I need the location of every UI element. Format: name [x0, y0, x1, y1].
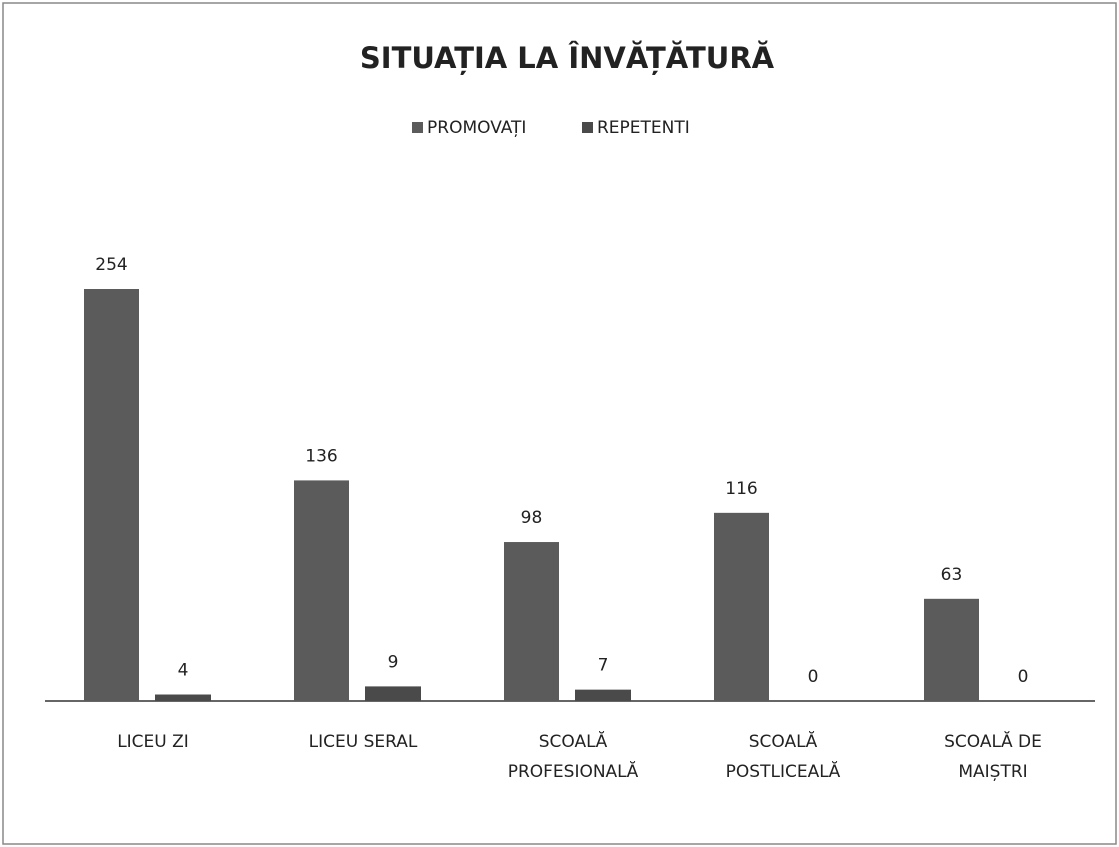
- legend-label: PROMOVAȚI: [427, 118, 526, 138]
- x-tick-label: LICEU SERAL: [308, 732, 418, 752]
- data-label: 9: [388, 652, 399, 672]
- legend-swatch: [412, 122, 423, 133]
- data-label: 0: [1018, 667, 1029, 687]
- bar: [365, 686, 421, 701]
- data-label: 63: [941, 565, 963, 585]
- legend-swatch: [582, 122, 593, 133]
- bar: [84, 289, 139, 701]
- data-label: 98: [521, 508, 543, 528]
- data-label: 7: [598, 656, 609, 676]
- data-label: 0: [808, 667, 819, 687]
- legend-label: REPETENTI: [597, 118, 690, 138]
- data-label: 254: [95, 255, 127, 275]
- bar: [575, 689, 631, 701]
- x-tick-label: SCOALĂ PROFESIONALĂ: [507, 732, 639, 782]
- bar: [714, 512, 769, 701]
- x-tick-label: LICEU ZI: [117, 732, 189, 752]
- bar: [504, 542, 559, 701]
- data-label: 136: [305, 446, 337, 466]
- x-tick-label: SCOALĂ DE MAIȘTRI: [944, 732, 1042, 782]
- bar: [924, 598, 979, 701]
- bar: [155, 694, 211, 701]
- bar: [294, 480, 349, 701]
- x-tick-label: SCOALĂ POSTLICEALĂ: [725, 732, 841, 782]
- data-label: 116: [725, 479, 757, 499]
- chart-title: SITUAȚIA LA ÎNVĂȚĂTURĂ: [360, 41, 775, 75]
- data-label: 4: [178, 661, 189, 681]
